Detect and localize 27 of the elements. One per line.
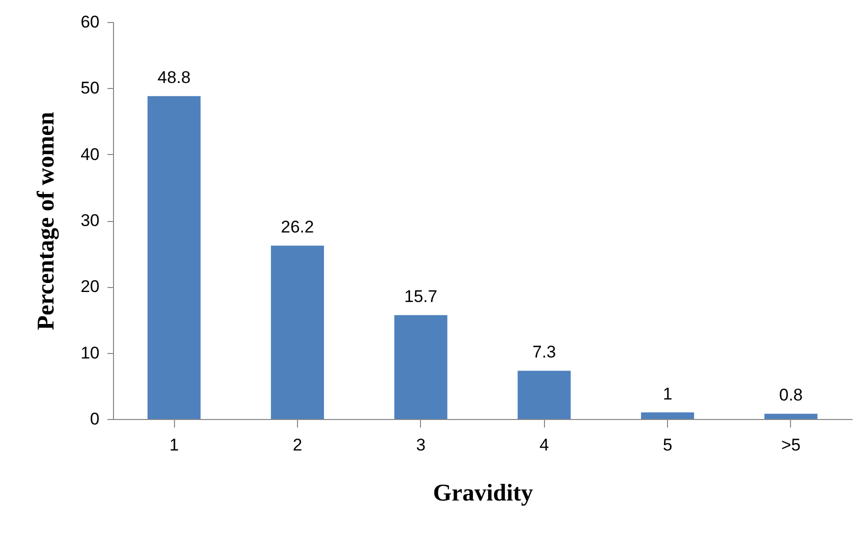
x-axis-title: Gravidity xyxy=(433,480,533,506)
bar xyxy=(641,412,694,419)
y-tick-label: 0 xyxy=(90,410,100,428)
x-tick-label: >5 xyxy=(781,436,801,454)
data-label: 7.3 xyxy=(532,342,556,362)
x-tick-label: 2 xyxy=(292,436,302,454)
data-label: 26.2 xyxy=(280,218,314,237)
y-tick-label: 60 xyxy=(80,12,100,32)
data-label: 0.8 xyxy=(779,386,803,405)
y-tick-label: 40 xyxy=(80,144,100,164)
bar xyxy=(518,370,571,419)
y-tick-label: 10 xyxy=(80,343,100,362)
bar xyxy=(764,414,818,419)
y-tick-label: 50 xyxy=(80,78,100,98)
bar xyxy=(394,315,448,419)
y-tick-label: 30 xyxy=(80,211,100,230)
data-label: 48.8 xyxy=(158,68,191,88)
x-tick-label: 5 xyxy=(662,436,672,454)
bar xyxy=(270,246,324,419)
x-tick-label: 1 xyxy=(169,436,179,454)
data-label: 15.7 xyxy=(404,287,438,306)
y-axis-title: Percentage of women xyxy=(34,112,60,330)
data-label: 1 xyxy=(662,384,672,404)
bar xyxy=(148,96,201,419)
x-tick-label: 4 xyxy=(539,436,549,454)
y-tick-label: 20 xyxy=(80,277,100,296)
x-tick-label: 3 xyxy=(416,436,426,454)
